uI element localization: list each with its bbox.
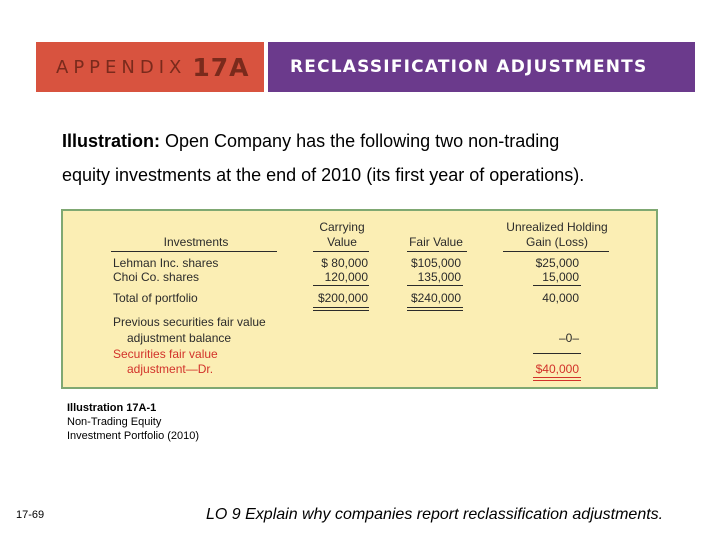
intro-text: Illustration: Open Company has the follo… — [62, 124, 692, 192]
header-investments: Investments — [163, 235, 229, 249]
header-gain-2: Gain (Loss) — [525, 235, 589, 249]
total-fair: $240,000 — [410, 291, 461, 305]
adjustment-double-rule-a — [533, 377, 581, 378]
banner-title-block: RECLASSIFICATION ADJUSTMENTS — [268, 42, 695, 92]
total-double-rule-fair-a — [407, 307, 463, 308]
adjustment-label-2: adjustment—Dr. — [127, 362, 214, 376]
subtotal-rule-carrying — [313, 285, 369, 286]
total-carrying: $200,000 — [317, 291, 368, 305]
header-carrying-1: Carrying — [319, 220, 365, 234]
caption-title: Illustration 17A-1 — [67, 402, 157, 414]
row-gain: $25,000 — [535, 256, 579, 270]
illustration-caption: Illustration 17A-1 Non-Trading Equity In… — [67, 401, 199, 443]
total-label: Total of portfolio — [113, 291, 198, 305]
row-carrying: 120,000 — [324, 270, 368, 284]
appendix-label: APPENDIX 17A — [36, 42, 264, 92]
caption-line-1: Non-Trading Equity — [67, 416, 162, 428]
header-underline-fair-value — [407, 251, 467, 252]
header-gain-1: Unrealized Holding — [506, 220, 608, 234]
adjustment-double-rule-b — [533, 380, 581, 381]
adjustment-rule-top — [533, 353, 581, 354]
intro-line-1-text: Open Company has the following two non-t… — [160, 131, 560, 151]
adjustment-gain: $40,000 — [535, 362, 579, 376]
intro-line-1: Illustration: Open Company has the follo… — [62, 124, 692, 158]
header-carrying-2: Value — [327, 235, 357, 249]
total-double-rule-fair-b — [407, 310, 463, 311]
header-underline-carrying — [313, 251, 369, 252]
row-label: Choi Co. shares — [113, 270, 200, 284]
row-fair: $105,000 — [410, 256, 461, 270]
subtotal-rule-fair — [407, 285, 463, 286]
row-carrying: $ 80,000 — [321, 256, 368, 270]
banner-title: RECLASSIFICATION ADJUSTMENTS — [290, 57, 648, 77]
learning-objective: LO 9 Explain why companies report reclas… — [206, 506, 664, 523]
slide-number: 17-69 — [16, 509, 45, 521]
intro-line-2: equity investments at the end of 2010 (i… — [62, 165, 585, 185]
header-underline-investments — [111, 251, 277, 252]
previous-label-1: Previous securities fair value — [113, 315, 266, 329]
previous-gain: –0– — [558, 331, 579, 345]
appendix-banner: APPENDIX 17A RECLASSIFICATION ADJUSTMENT… — [36, 42, 695, 92]
row-label: Lehman Inc. shares — [113, 256, 219, 270]
portfolio-table: Investments Carrying Value Fair Value Un… — [61, 209, 658, 389]
banner-divider — [264, 42, 268, 92]
row-fair: 135,000 — [417, 270, 461, 284]
total-gain: 40,000 — [542, 291, 579, 305]
row-gain: 15,000 — [542, 270, 579, 284]
header-fair-value: Fair Value — [409, 235, 463, 249]
intro-lead: Illustration: — [62, 131, 160, 151]
subtotal-rule-gain — [533, 285, 581, 286]
appendix-word: APPENDIX — [56, 56, 187, 78]
appendix-number: 17A — [192, 52, 250, 82]
caption-line-2: Investment Portfolio (2010) — [67, 430, 200, 442]
header-underline-gain — [503, 251, 609, 252]
total-double-rule-carrying-a — [313, 307, 369, 308]
previous-label-2: adjustment balance — [127, 331, 232, 345]
total-double-rule-carrying-b — [313, 310, 369, 311]
adjustment-label-1: Securities fair value — [113, 347, 218, 361]
